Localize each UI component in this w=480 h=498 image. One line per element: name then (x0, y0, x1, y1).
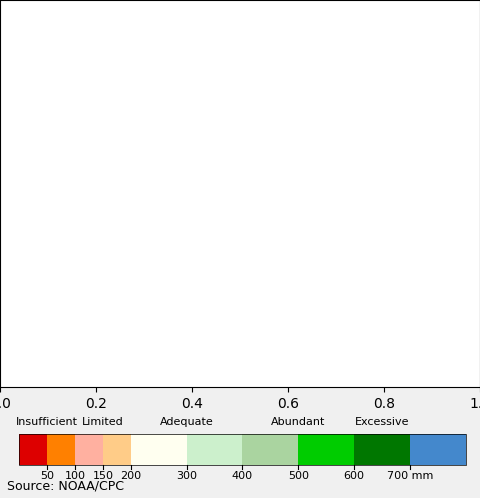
Text: 150: 150 (92, 472, 113, 482)
Text: 300: 300 (176, 472, 197, 482)
Text: Source: NOAA/CPC: Source: NOAA/CPC (7, 479, 124, 492)
Text: 700 mm: 700 mm (386, 472, 433, 482)
Text: Excessive: Excessive (355, 417, 409, 427)
Text: Limited: Limited (82, 417, 124, 427)
Bar (242, 434, 298, 465)
Text: Adequate: Adequate (160, 417, 214, 427)
Bar (19, 434, 47, 465)
Bar (47, 434, 75, 465)
Bar (410, 434, 466, 465)
Bar (298, 434, 354, 465)
Text: 100: 100 (64, 472, 85, 482)
Bar (75, 434, 103, 465)
Bar (354, 434, 410, 465)
Text: 200: 200 (120, 472, 142, 482)
Bar (19, 434, 466, 465)
Text: 600: 600 (344, 472, 364, 482)
Text: 500: 500 (288, 472, 309, 482)
Text: 50: 50 (40, 472, 54, 482)
Text: 400: 400 (232, 472, 253, 482)
Bar (103, 434, 131, 465)
Text: Insufficient: Insufficient (16, 417, 78, 427)
Bar (187, 434, 242, 465)
Text: Abundant: Abundant (271, 417, 325, 427)
Bar (131, 434, 187, 465)
